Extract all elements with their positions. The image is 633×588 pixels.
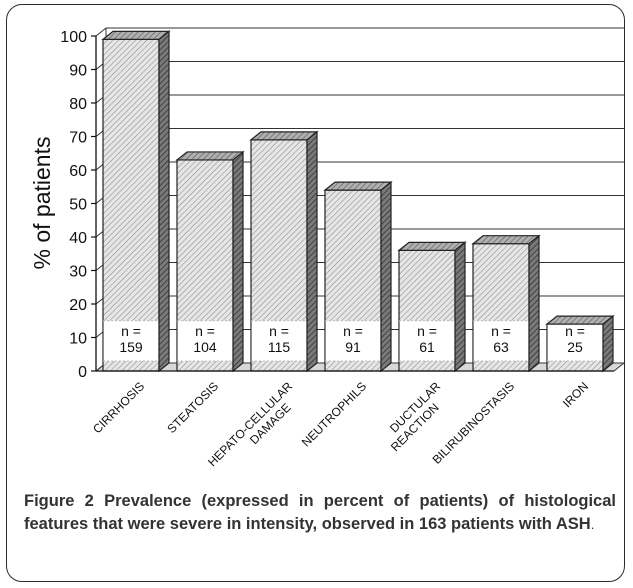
bar: n = 91 bbox=[323, 180, 393, 373]
bar-top bbox=[101, 30, 171, 40]
bar-n-label: n = 61 bbox=[417, 323, 437, 355]
bar: n = 104 bbox=[175, 150, 245, 373]
bar-side bbox=[602, 314, 614, 373]
x-tick-label: CIRRHOSIS bbox=[90, 379, 147, 436]
caption-end: . bbox=[590, 517, 595, 532]
bar-n-label: n = 104 bbox=[193, 323, 217, 355]
bar-chart: n = 159 n = 104 n = 115 n = 91 n = 61 n = 63 n = 25 0… bbox=[29, 27, 626, 479]
bar-n-label: n = 115 bbox=[268, 323, 291, 355]
y-tick-label: 90 bbox=[69, 63, 87, 80]
y-tick-label: 50 bbox=[69, 197, 87, 214]
y-tick-label: 20 bbox=[69, 297, 87, 314]
bar: n = 159 bbox=[101, 30, 171, 373]
bar-label-band bbox=[399, 320, 455, 361]
y-tick-label: 70 bbox=[69, 130, 87, 147]
y-tick-label: 40 bbox=[69, 230, 87, 247]
bar-label-band bbox=[547, 320, 603, 361]
bar: n = 61 bbox=[397, 241, 467, 373]
y-tick-label: 30 bbox=[69, 264, 87, 281]
bar-n-label: n = 25 bbox=[565, 323, 585, 355]
bar-label-band bbox=[251, 320, 307, 361]
y-tick-label: 100 bbox=[60, 29, 87, 46]
bar-label-band bbox=[325, 320, 381, 361]
bar-side bbox=[380, 180, 392, 373]
x-tick-label: HEPATO-CELLULARDAMAGE bbox=[205, 379, 305, 479]
bar-side bbox=[232, 150, 244, 373]
y-tick-label: 10 bbox=[69, 331, 87, 348]
caption-text: Prevalence (expressed in percent of pati… bbox=[24, 492, 616, 533]
y-tick-label: 0 bbox=[78, 364, 87, 381]
bar-top bbox=[175, 151, 245, 161]
y-tick-label: 60 bbox=[69, 163, 87, 180]
bar: n = 115 bbox=[249, 130, 319, 373]
bar-top bbox=[249, 131, 319, 141]
bar: n = 25 bbox=[545, 314, 615, 373]
bar-top bbox=[323, 181, 393, 191]
y-tick-label: 80 bbox=[69, 96, 87, 113]
bar-side bbox=[158, 30, 170, 373]
x-tick-label: DUCTULARREACTION bbox=[378, 379, 453, 454]
y-axis-title: % of patients bbox=[29, 137, 55, 270]
bar-n-label: n = 159 bbox=[119, 323, 143, 355]
x-tick-label: IRON bbox=[560, 379, 591, 410]
bar-label-band bbox=[473, 320, 529, 361]
x-tick-label: STEATOSIS bbox=[164, 379, 221, 436]
bar-top bbox=[397, 241, 467, 251]
figure-label: Figure 2 bbox=[24, 492, 94, 510]
bar-n-label: n = 63 bbox=[491, 323, 511, 355]
bar-top bbox=[471, 235, 541, 245]
bar: n = 63 bbox=[471, 234, 541, 373]
bar-side bbox=[454, 241, 466, 373]
bar-n-label: n = 91 bbox=[343, 323, 363, 355]
bar-label-band bbox=[177, 320, 233, 361]
bar-front bbox=[102, 38, 160, 372]
bar-side bbox=[306, 130, 318, 373]
bar-label-band bbox=[103, 320, 159, 361]
x-tick-label: BILIRUBINOSTASIS bbox=[430, 379, 518, 467]
figure-caption: Figure 2 Prevalence (expressed in percen… bbox=[24, 490, 616, 536]
gridline-depth bbox=[95, 27, 107, 37]
x-tick-label: NEUTROPHILS bbox=[299, 379, 369, 449]
bar-side bbox=[528, 234, 540, 373]
